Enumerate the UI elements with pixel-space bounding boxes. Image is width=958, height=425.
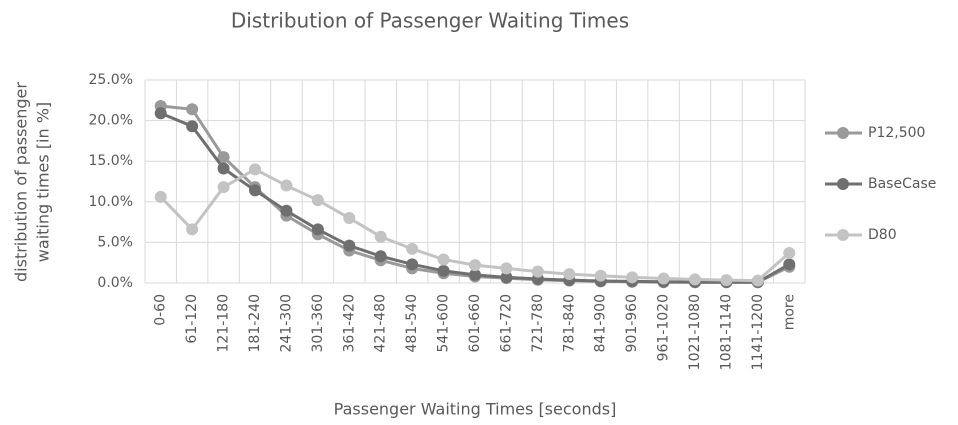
marker: [689, 273, 701, 286]
marker: [751, 274, 764, 287]
x-tick-label: 601-660: [467, 294, 483, 353]
marker: [280, 204, 293, 217]
marker: [594, 269, 607, 282]
legend-label: BaseCase: [868, 176, 936, 192]
x-tick-label: 361-420: [341, 294, 357, 353]
x-tick-label: 781-840: [561, 294, 577, 353]
x-tick-label: 661-720: [498, 294, 514, 353]
legend-label: D80: [868, 227, 897, 243]
marker: [154, 107, 167, 120]
marker: [217, 181, 230, 194]
legend-marker: [837, 229, 849, 241]
marker: [783, 258, 796, 271]
x-tick-label: 1081-1140: [718, 294, 734, 370]
marker: [186, 120, 199, 133]
marker: [217, 162, 230, 175]
marker: [563, 268, 576, 281]
y-axis-title: waiting times [in %]: [34, 102, 53, 262]
y-axis-title: distribution of passenger: [12, 82, 31, 282]
marker: [374, 230, 387, 243]
y-tick-label: 10.0%: [89, 194, 133, 210]
y-tick-label: 25.0%: [89, 72, 133, 88]
y-tick-label: 20.0%: [89, 113, 133, 129]
legend-marker: [837, 178, 849, 190]
marker: [531, 265, 544, 278]
marker: [343, 239, 356, 252]
legend-label: P12,500: [868, 125, 925, 141]
marker: [657, 272, 670, 285]
x-tick-label: 61-120: [184, 294, 200, 344]
x-tick-label: 961-1020: [656, 294, 672, 361]
marker: [469, 259, 481, 272]
y-tick-label: 15.0%: [89, 153, 133, 169]
marker: [311, 194, 324, 207]
marker: [217, 151, 230, 164]
marker: [437, 264, 450, 277]
marker: [374, 250, 387, 263]
legend-marker: [837, 127, 849, 139]
marker: [311, 223, 324, 236]
marker: [500, 271, 513, 284]
x-tick-label: 241-300: [278, 294, 294, 353]
marker: [406, 242, 419, 255]
marker: [720, 274, 733, 287]
x-tick-label: 181-240: [247, 294, 263, 353]
x-tick-label: 121-180: [216, 294, 232, 353]
marker: [500, 262, 513, 275]
x-axis-title: Passenger Waiting Times [seconds]: [334, 400, 617, 419]
x-tick-label: 421-480: [373, 294, 389, 353]
x-tick-label: 0-60: [153, 294, 169, 326]
series-line: [160, 111, 791, 284]
marker: [626, 271, 639, 284]
marker: [186, 223, 199, 236]
marker: [186, 103, 199, 116]
x-tick-label: 541-600: [436, 294, 452, 353]
x-tick-label: 481-540: [404, 294, 420, 353]
x-tick-label: 1021-1080: [687, 294, 703, 370]
x-tick-label: more: [781, 294, 797, 330]
marker: [343, 212, 356, 225]
marker: [249, 184, 261, 197]
x-tick-label: 301-360: [310, 294, 326, 353]
x-tick-label: 721-780: [530, 294, 546, 353]
marker: [280, 179, 293, 192]
chart-title: Distribution of Passenger Waiting Times: [231, 9, 629, 33]
x-tick-label: 1141-1200: [750, 294, 766, 370]
marker: [406, 258, 419, 271]
marker: [154, 190, 167, 203]
y-tick-label: 0.0%: [97, 275, 133, 291]
x-tick-label: 841-900: [593, 294, 609, 353]
marker: [469, 268, 481, 281]
x-tick-label: 901-960: [624, 294, 640, 353]
marker: [249, 163, 261, 176]
marker: [783, 246, 796, 259]
y-tick-label: 5.0%: [97, 234, 133, 250]
marker: [437, 253, 450, 266]
